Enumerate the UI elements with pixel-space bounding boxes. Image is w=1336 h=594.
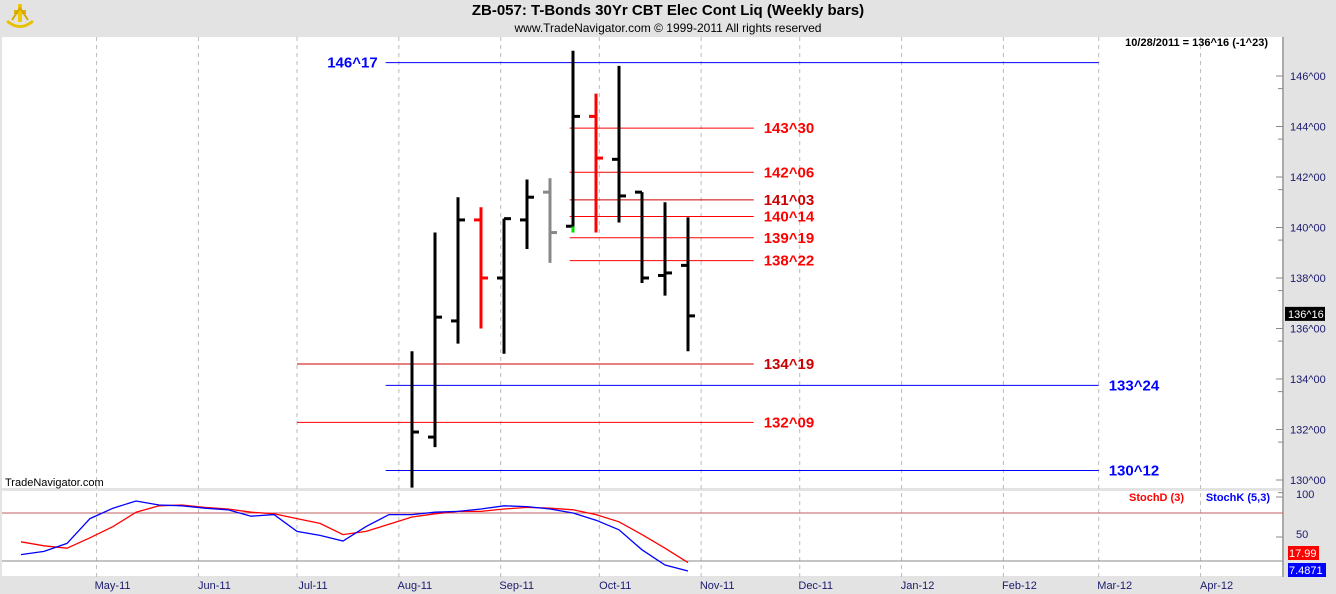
x-tick-label: Nov-11: [700, 580, 735, 592]
stoch-k-value-box: [1288, 563, 1326, 577]
y-tick-label: 136^00: [1290, 324, 1326, 336]
x-tick-label: Jan-12: [901, 580, 935, 592]
y-tick-label: 140^00: [1290, 223, 1326, 235]
level-label: 132^09: [764, 414, 814, 431]
x-tick-label: Oct-11: [599, 580, 631, 592]
signal-marker: [571, 226, 575, 233]
x-tick-label: Jun-11: [198, 580, 231, 592]
x-tick-label: May-11: [95, 580, 131, 592]
x-tick-label: Jul-11: [298, 580, 327, 592]
x-tick-label: Sep-11: [499, 580, 534, 592]
y-tick-label: 132^00: [1290, 425, 1326, 437]
watermark: TradeNavigator.com: [5, 477, 104, 489]
y-tick-label: 142^00: [1290, 172, 1326, 184]
stoch-d-value-box: [1288, 546, 1319, 560]
level-label: 138^22: [764, 253, 814, 270]
logo-sextant-icon: [6, 4, 34, 28]
y-tick-label: 134^00: [1290, 374, 1326, 386]
x-tick-label: Aug-11: [398, 580, 433, 592]
current-price-box: [1285, 306, 1325, 321]
last-readout: 10/28/2011 = 136^16 (-1^23): [1125, 37, 1268, 49]
y-tick-label: 146^00: [1290, 71, 1326, 83]
stoch-d-value: 17.99: [1289, 548, 1317, 560]
legend-stochd: StochD (3): [1129, 492, 1184, 504]
current-price-label: 136^16: [1288, 309, 1324, 321]
stoch-k-value: 7.4871: [1289, 565, 1323, 577]
chart-subtitle: www.TradeNavigator.com © 1999-2011 All r…: [514, 21, 822, 35]
level-label: 134^19: [764, 356, 814, 373]
level-label: 143^30: [764, 120, 814, 137]
level-label: 139^19: [764, 230, 814, 247]
stoch-y-tick-label: 50: [1296, 529, 1308, 541]
x-tick-label: Apr-12: [1200, 580, 1233, 592]
level-label: 146^17: [327, 55, 377, 72]
level-label: 140^14: [764, 208, 815, 225]
level-label: 130^12: [1109, 463, 1159, 480]
legend-stochk: StochK (5,3): [1206, 492, 1271, 504]
x-tick-label: Feb-12: [1002, 580, 1037, 592]
level-label: 133^24: [1109, 377, 1160, 394]
stochastic-panel: [2, 491, 1283, 576]
x-tick-label: Mar-12: [1097, 580, 1132, 592]
y-tick-label: 130^00: [1290, 475, 1326, 487]
stoch-k-line: [20, 500, 689, 572]
chart-title: ZB-057: T-Bonds 30Yr CBT Elec Cont Liq (…: [471, 2, 865, 19]
level-label: 142^06: [764, 164, 814, 181]
y-tick-label: 138^00: [1290, 273, 1326, 285]
stoch-y-tick-label: 100: [1296, 489, 1314, 501]
level-label: 141^03: [764, 192, 814, 209]
stoch-d-line: [20, 504, 689, 564]
y-tick-label: 144^00: [1290, 122, 1326, 134]
x-tick-label: Dec-11: [798, 580, 833, 592]
